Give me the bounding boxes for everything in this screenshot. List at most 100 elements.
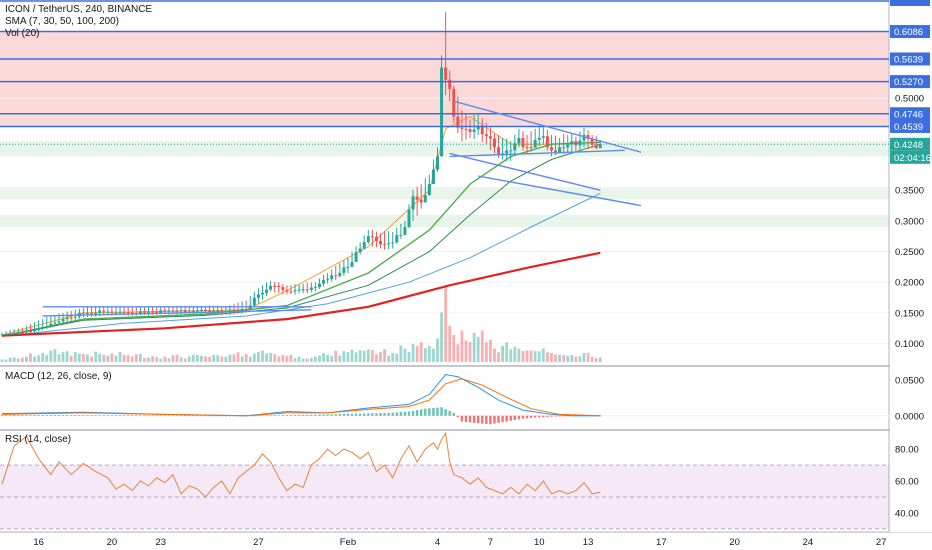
macd-histogram-bar	[533, 415, 537, 418]
volume-bar	[285, 355, 289, 362]
macd-histogram-bar	[525, 415, 529, 419]
volume-bar	[16, 358, 20, 362]
macd-histogram-bar	[171, 415, 175, 417]
macd-histogram-bar	[57, 415, 61, 416]
macd-histogram-bar	[342, 413, 346, 416]
rsi-tick-label: 80.00	[895, 445, 919, 456]
candle-body	[163, 310, 167, 312]
volume-bar	[20, 357, 24, 362]
candle-body	[354, 252, 358, 262]
candle-body	[480, 125, 484, 135]
macd-histogram-bar	[387, 412, 390, 416]
volume-bar	[358, 350, 362, 362]
macd-histogram-bar	[139, 415, 142, 416]
macd-histogram-bar	[456, 415, 460, 418]
volume-bar	[82, 353, 85, 362]
macd-histogram-bar	[330, 414, 333, 416]
x-tick-label: 4	[435, 537, 440, 548]
volume-bar	[200, 355, 203, 362]
candle-body	[49, 323, 53, 327]
volume-bar	[598, 357, 602, 362]
macd-histogram-bar	[277, 415, 280, 416]
macd-histogram-bar	[566, 415, 569, 417]
price-label-text: 0.6086	[894, 27, 923, 38]
macd-histogram-bar	[367, 413, 370, 416]
candle-body	[533, 139, 537, 148]
volume-legend[interactable]: Vol (20)	[5, 28, 40, 39]
volume-bar	[407, 351, 411, 362]
macd-histogram-bar	[546, 415, 549, 417]
macd-histogram-bar	[106, 415, 110, 416]
macd-histogram-bar	[94, 415, 97, 416]
candle-body	[142, 311, 146, 313]
symbol-legend[interactable]: ICON / TetherUS, 240, BINANCE	[5, 4, 153, 15]
volume-bar	[53, 349, 57, 362]
candle-body	[0, 334, 4, 336]
candle-body	[16, 332, 20, 334]
candle-body	[81, 312, 85, 314]
volume-bar	[12, 357, 16, 362]
volume-bar	[590, 356, 594, 362]
candle-body	[334, 275, 338, 277]
macd-histogram-bar	[98, 415, 101, 416]
volume-bars	[0, 285, 602, 362]
candle-body	[395, 234, 399, 243]
macd-histogram-bar	[306, 414, 309, 416]
volume-bar	[29, 353, 32, 362]
volume-bar	[90, 356, 93, 362]
macd-histogram-bar	[49, 415, 53, 416]
volume-bar	[33, 356, 36, 362]
rsi-legend[interactable]: RSI (14, close)	[5, 434, 72, 445]
macd-histogram-bar	[407, 411, 411, 416]
volume-bar	[118, 351, 122, 362]
candle-body	[566, 144, 570, 148]
volume-bar	[236, 352, 240, 362]
volume-bar	[476, 336, 480, 362]
price-label-tag	[890, 25, 930, 39]
macd-histogram-bar	[350, 413, 354, 416]
price-label-tag	[890, 137, 930, 151]
volume-bar	[391, 353, 395, 362]
macd-histogram-bar	[346, 413, 350, 416]
candle-body	[387, 243, 391, 245]
price-label-tag	[890, 119, 930, 133]
price-label-tag	[890, 107, 930, 121]
candle-body	[598, 144, 602, 149]
candle-body	[147, 311, 151, 313]
macd-histogram-bar	[204, 415, 207, 417]
rsi-legend-box: RSI (14, close)	[5, 434, 71, 446]
candle-body	[159, 310, 163, 313]
candle-body	[45, 326, 49, 328]
volume-bar	[489, 339, 492, 362]
volume-bar	[468, 342, 472, 362]
macd-legend[interactable]: MACD (12, 26, close, 9)	[5, 371, 112, 382]
macd-histogram-bar	[212, 415, 215, 417]
sma-legend[interactable]: SMA (7, 30, 50, 100, 200)	[5, 16, 119, 27]
volume-bar	[509, 349, 513, 362]
macd-histogram-bar	[354, 413, 358, 416]
volume-bar	[155, 357, 159, 362]
macd-histogram-bar	[273, 415, 276, 416]
candle-body	[130, 312, 134, 314]
candle-body	[252, 297, 256, 306]
candle-body	[326, 279, 330, 281]
price-label-tag	[890, 52, 930, 66]
trend-line	[449, 152, 601, 191]
candle-body	[305, 289, 309, 291]
candle-body	[65, 317, 69, 320]
volume-bar	[212, 354, 216, 362]
volume-bar	[297, 356, 301, 362]
volume-bar	[574, 356, 578, 362]
candle-body	[370, 236, 374, 238]
macd-histogram-bar	[395, 412, 398, 416]
volume-bar	[399, 345, 403, 362]
candle-body	[350, 261, 354, 267]
macd-histogram-bar	[432, 407, 435, 416]
x-tick-label: 17	[656, 537, 667, 548]
macd-histogram-bar	[428, 408, 431, 416]
volume-bar	[395, 353, 399, 362]
macd-histogram-bar	[301, 414, 305, 416]
volume-bar	[277, 356, 281, 362]
candle-body	[590, 138, 594, 145]
